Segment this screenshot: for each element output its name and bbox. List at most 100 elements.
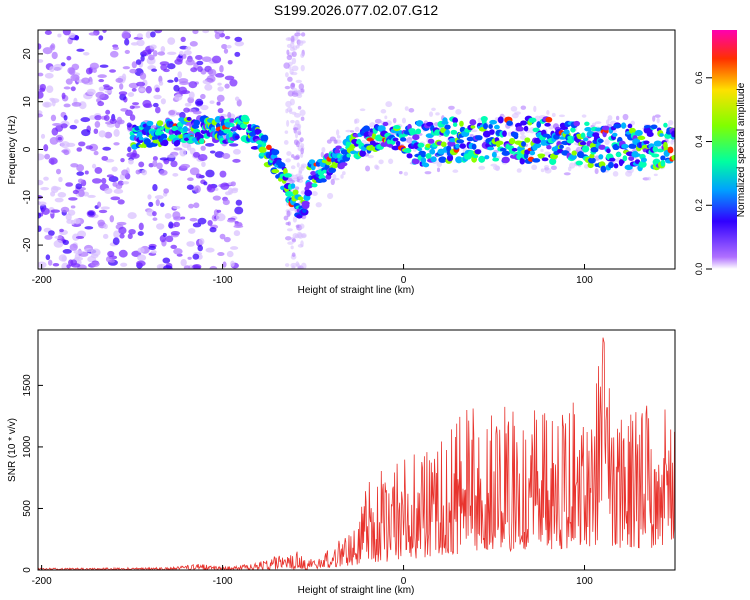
- heat-cell: [132, 102, 140, 106]
- heat-cell: [138, 136, 144, 141]
- snr-y-label: SNR (10 * v/v): [7, 418, 18, 482]
- heat-cell: [412, 134, 420, 141]
- heat-cell: [153, 94, 162, 100]
- heat-cell: [121, 169, 129, 176]
- heat-cell: [188, 91, 195, 99]
- heat-cell: [197, 217, 207, 225]
- heat-cell: [50, 191, 56, 197]
- heat-cell: [398, 171, 403, 175]
- heat-cell: [212, 195, 222, 201]
- heat-cell: [43, 144, 49, 152]
- heat-cell: [118, 91, 128, 96]
- heat-cell: [219, 233, 226, 240]
- heat-cell: [146, 120, 154, 126]
- heat-cell: [179, 111, 186, 119]
- heat-cell: [331, 161, 339, 169]
- heat-cell: [653, 140, 662, 147]
- spectrogram-y-ticks: -20 -10 0 10 20: [22, 48, 43, 252]
- heat-cell: [342, 171, 346, 176]
- heat-cell: [183, 50, 192, 56]
- heat-cell: [148, 54, 155, 61]
- heat-cell: [223, 128, 232, 134]
- heat-cell: [187, 228, 196, 234]
- heat-cell: [209, 100, 215, 105]
- heat-cell: [150, 250, 157, 254]
- heat-cell: [470, 129, 478, 133]
- heat-cell: [428, 111, 434, 117]
- heat-cell: [568, 166, 572, 172]
- heat-cell: [234, 135, 240, 139]
- heat-cell: [533, 137, 542, 144]
- heat-cell: [573, 120, 580, 127]
- heat-cell: [634, 153, 642, 157]
- heat-cell: [266, 144, 272, 151]
- heat-cell: [163, 188, 169, 194]
- heat-cell: [119, 83, 124, 90]
- heat-cell: [118, 226, 127, 235]
- heat-cell: [286, 151, 292, 156]
- heat-cell: [186, 241, 195, 247]
- heat-cell: [177, 71, 183, 79]
- heat-cell: [445, 129, 450, 135]
- heat-cell: [523, 125, 529, 132]
- heat-cell: [336, 135, 341, 139]
- heat-cell: [602, 125, 610, 131]
- heat-cell: [204, 83, 213, 91]
- heat-cell: [540, 148, 544, 153]
- heat-cell: [656, 148, 665, 153]
- heat-cell: [217, 82, 222, 86]
- heat-cell: [304, 189, 313, 197]
- heat-cell: [369, 122, 376, 128]
- heat-cell: [506, 120, 513, 126]
- heat-cell: [42, 101, 52, 108]
- heat-cell: [45, 254, 51, 261]
- heat-cell: [520, 105, 527, 110]
- heat-cell: [427, 138, 435, 144]
- heat-cell: [349, 144, 356, 149]
- heat-cell: [69, 124, 78, 130]
- heat-cell: [571, 150, 577, 156]
- heat-cell: [159, 234, 167, 243]
- heat-cell: [160, 63, 168, 71]
- heat-cell: [61, 149, 68, 154]
- heat-cell: [566, 138, 575, 144]
- heat-cell: [70, 74, 80, 82]
- heat-cell: [200, 104, 209, 111]
- heat-cell: [290, 245, 294, 250]
- heat-cell: [127, 212, 137, 220]
- heat-cell: [415, 120, 424, 127]
- heat-cell: [38, 179, 44, 186]
- heat-cell: [232, 148, 241, 155]
- heat-cell: [546, 145, 552, 150]
- heat-cell: [452, 169, 459, 173]
- heat-cell: [261, 134, 269, 142]
- heat-cell: [112, 46, 119, 51]
- heat-cell: [71, 101, 82, 107]
- heat-cell: [501, 150, 510, 156]
- heat-cell: [106, 174, 114, 178]
- heat-cell: [417, 142, 425, 148]
- heat-cell: [519, 135, 527, 140]
- heat-cell: [73, 119, 79, 124]
- heat-cell: [152, 102, 159, 108]
- heat-cell: [250, 145, 260, 150]
- heat-cell: [271, 149, 280, 156]
- heat-cell: [38, 113, 44, 118]
- heat-cell: [656, 117, 660, 124]
- heat-cell: [136, 39, 145, 47]
- heat-cell: [162, 232, 167, 237]
- x-tick-label: 0: [401, 576, 407, 587]
- heat-cell: [290, 262, 298, 268]
- heat-cell: [131, 61, 137, 69]
- heat-cell: [298, 83, 305, 90]
- heat-cell: [62, 30, 71, 36]
- heat-cell: [164, 212, 172, 219]
- heat-cell: [545, 116, 553, 123]
- heat-cell: [48, 157, 58, 165]
- heat-cell: [287, 221, 291, 226]
- heat-cell: [124, 38, 130, 46]
- heat-cell: [290, 41, 295, 49]
- heat-cell: [155, 199, 160, 207]
- y-tick-label: -10: [22, 190, 33, 205]
- heat-cell: [300, 53, 305, 58]
